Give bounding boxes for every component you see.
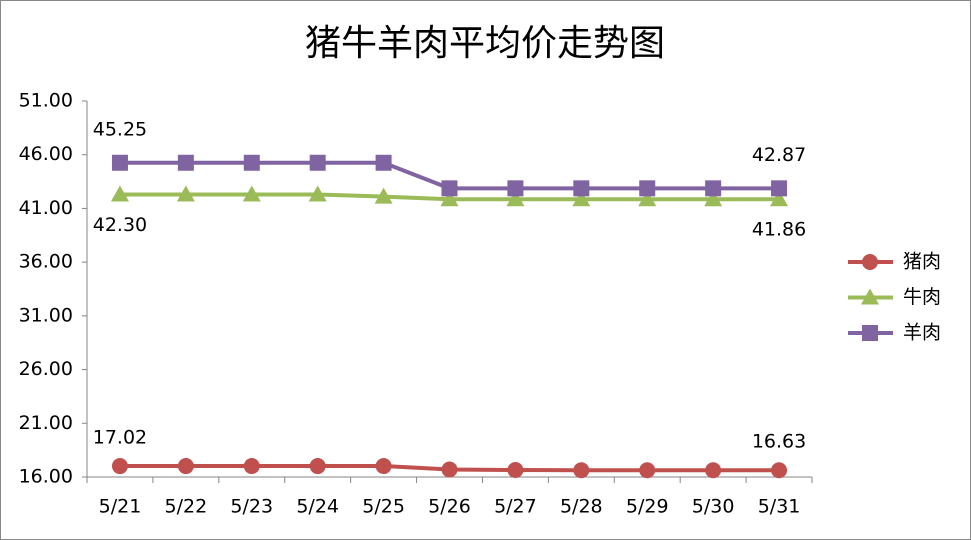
x-tick-label: 5/22 [165,496,208,518]
y-tick-label: 26.00 [19,358,73,380]
x-tick-label: 5/21 [99,496,142,518]
x-tick-label: 5/24 [296,496,339,518]
data-label: 41.86 [752,219,806,241]
data-point [506,190,525,207]
data-point [111,458,128,475]
data-point [308,185,327,202]
data-point [572,190,591,207]
data-point [374,187,393,204]
data-point [638,190,657,207]
x-tick-label: 5/26 [428,496,471,518]
data-point [441,180,458,197]
legend-label: 牛肉 [903,286,941,308]
legend-marker [862,254,878,270]
data-point [177,154,194,171]
x-tick-label: 5/30 [692,496,735,518]
data-label: 42.30 [93,214,147,236]
x-tick-label: 5/23 [230,496,273,518]
data-point [243,458,260,475]
data-point [770,190,789,207]
y-tick-label: 41.00 [19,197,73,219]
data-point [441,461,458,478]
data-label: 45.25 [93,118,147,140]
legend-marker [861,288,879,305]
legend-marker [862,325,878,341]
y-tick-label: 16.00 [19,466,73,488]
chart-title: 猪牛羊肉平均价走势图 [305,23,665,64]
data-point [440,190,459,207]
data-point [639,462,656,479]
x-tick-label: 5/27 [494,496,537,518]
data-point [309,154,326,171]
data-point [705,180,722,197]
data-point [705,462,722,479]
x-tick-label: 5/28 [560,496,603,518]
data-point [242,185,261,202]
data-point [573,462,590,479]
data-point [110,185,129,202]
data-point [111,154,128,171]
data-point [771,462,788,479]
data-point [375,458,392,475]
data-point [176,185,195,202]
x-tick-label: 5/29 [626,496,669,518]
data-point [507,180,524,197]
y-tick-label: 51.00 [19,90,73,112]
data-point [639,180,656,197]
x-tick-label: 5/25 [362,496,405,518]
legend-label: 羊肉 [903,322,941,344]
data-point [771,180,788,197]
data-label: 16.63 [752,431,806,453]
data-label: 17.02 [93,427,147,449]
y-tick-label: 31.00 [19,304,73,326]
data-point [704,190,723,207]
y-tick-label: 36.00 [19,251,73,273]
data-point [375,154,392,171]
x-tick-label: 5/31 [758,496,801,518]
data-point [177,458,194,475]
data-point [243,154,260,171]
legend-label: 猪肉 [903,251,941,273]
data-point [309,458,326,475]
y-tick-label: 21.00 [19,412,73,434]
data-point [573,180,590,197]
y-tick-label: 46.00 [19,143,73,165]
data-label: 42.87 [752,144,806,166]
data-point [507,462,524,479]
